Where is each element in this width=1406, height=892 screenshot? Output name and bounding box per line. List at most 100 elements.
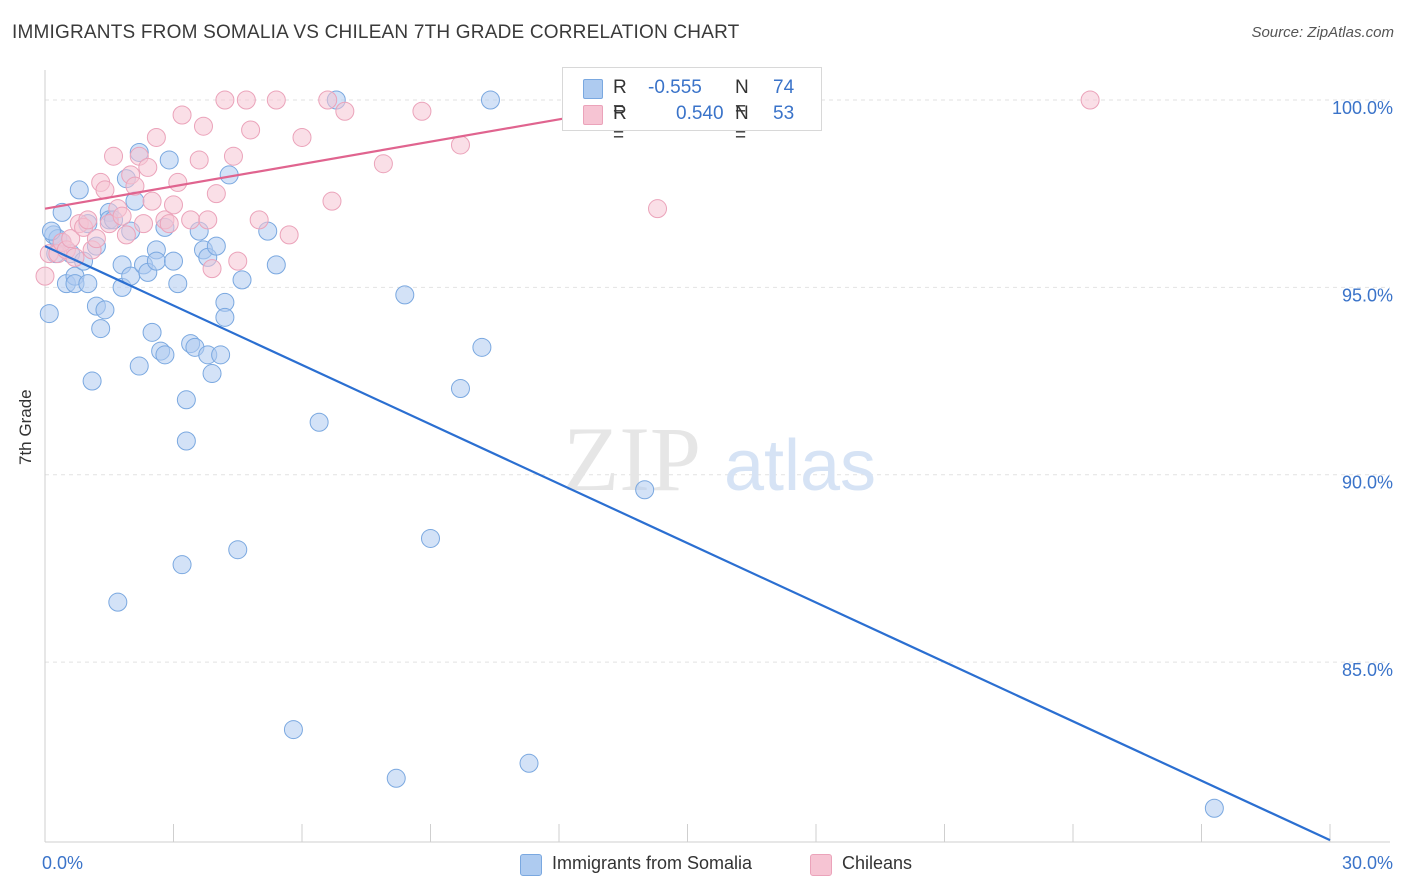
somalia-point-40: [172, 555, 192, 575]
somalia-point-12: [82, 371, 102, 391]
tick-labels: 85.0% 90.0% 95.0% 100.0% 0.0% 30.0%: [42, 98, 1393, 873]
chilean-point-20: [125, 176, 145, 196]
chilean-point-37: [215, 90, 235, 110]
chilean-point-32: [189, 150, 209, 170]
watermark-zip: ZIP: [563, 408, 701, 510]
legend-label-chileans: Chileans: [842, 853, 913, 873]
legend-swatch-somalia: [520, 854, 542, 876]
chilean-point-24: [142, 191, 162, 211]
chilean-point-28: [164, 195, 183, 215]
chilean-point-44: [279, 225, 299, 245]
chilean-point-53: [648, 199, 668, 219]
somalia-point-66: [472, 337, 492, 357]
x-tick-label-0: 0.0%: [42, 853, 83, 873]
somalia-point-31: [142, 322, 162, 342]
somalia-point-49: [202, 364, 222, 384]
somalia-point-68: [519, 753, 539, 773]
chilean-point-15: [104, 146, 124, 166]
chilean-point-29: [168, 172, 188, 192]
watermark-atlas: atlas: [724, 426, 876, 506]
chilean-point-34: [198, 210, 218, 230]
y-tick-label-3: 100.0%: [1332, 98, 1393, 118]
watermark: ZIP atlas: [563, 408, 876, 510]
somalia-point-60: [309, 412, 329, 432]
chilean-point-43: [266, 90, 286, 110]
somalia-point-51: [211, 345, 231, 365]
chilean-point-33: [193, 116, 213, 136]
legend-r-label: R =: [613, 77, 627, 120]
series-chileans-points: [35, 90, 1100, 286]
chilean-point-9: [78, 210, 98, 230]
legend-label-somalia: Immigrants from Somalia: [552, 853, 753, 873]
somalia-point-63: [395, 285, 415, 305]
chilean-point-5: [61, 229, 81, 249]
somalia-point-50: [206, 236, 226, 256]
chilean-point-31: [181, 210, 201, 230]
somalia-point-70: [1204, 798, 1224, 818]
y-tick-label-0: 85.0%: [1342, 660, 1393, 680]
axes: [44, 70, 1390, 843]
somalia-point-20: [108, 592, 128, 612]
stats-legend: R = -0.555 N = 74 R = 0.540 N = 53: [562, 67, 822, 146]
chilean-point-54: [1080, 90, 1100, 110]
trend-line-somalia: [44, 245, 1331, 842]
somalia-point-15: [91, 319, 111, 339]
legend-swatch-blue: [583, 79, 603, 99]
somalia-point-55: [228, 540, 248, 560]
chilean-point-36: [206, 184, 226, 204]
somalia-point-3: [52, 202, 72, 222]
y-tick-label-1: 90.0%: [1342, 473, 1393, 493]
chilean-point-11: [86, 229, 106, 249]
y-tick-label-2: 95.0%: [1342, 285, 1393, 305]
chilean-point-39: [228, 251, 248, 271]
chilean-point-0: [35, 266, 55, 286]
somalia-point-41: [176, 431, 196, 451]
chilean-point-35: [202, 259, 222, 279]
somalia-point-11: [78, 274, 98, 294]
chilean-point-41: [241, 120, 261, 140]
chilean-point-17: [112, 206, 132, 226]
somalia-point-58: [266, 255, 286, 275]
chilean-point-23: [138, 157, 158, 177]
legend-n-label: N =: [735, 103, 749, 146]
somalia-point-59: [283, 720, 303, 740]
somalia-point-62: [386, 768, 406, 788]
legend-n-value-somalia: 74: [773, 77, 795, 98]
somalia-point-56: [232, 270, 252, 290]
somalia-point-33: [146, 251, 166, 271]
y-axis-label: 7th Grade: [16, 389, 35, 465]
legend-r-value-chileans: 0.540: [676, 103, 724, 124]
chilean-point-27: [159, 214, 179, 234]
somalia-point-69: [635, 480, 655, 500]
chilean-point-30: [172, 105, 192, 125]
chilean-point-18: [116, 225, 136, 245]
legend-swatch-chileans: [810, 854, 832, 876]
legend-r-label: R =: [613, 103, 627, 146]
chilean-point-22: [134, 214, 154, 234]
grid: [45, 99, 1390, 663]
somalia-point-9: [69, 180, 89, 200]
somalia-point-39: [168, 274, 188, 294]
somalia-point-64: [421, 528, 440, 548]
chilean-point-48: [335, 101, 355, 121]
chilean-point-46: [318, 90, 338, 110]
legend-swatch-pink: [583, 105, 603, 125]
somalia-point-65: [450, 379, 470, 399]
legend-r-value-somalia: -0.555: [648, 77, 702, 98]
chilean-point-47: [322, 191, 342, 211]
chilean-point-38: [223, 146, 243, 166]
legend-n-value-chileans: 53: [773, 103, 795, 124]
somalia-point-42: [176, 390, 196, 410]
chilean-point-40: [236, 90, 256, 110]
somalia-point-16: [95, 300, 115, 320]
somalia-point-53: [215, 307, 235, 327]
chilean-point-25: [146, 127, 166, 147]
chilean-point-50: [412, 101, 432, 121]
source-label: Source: ZipAtlas.com: [1251, 24, 1394, 41]
x-tick-label-1: 30.0%: [1342, 853, 1393, 873]
somalia-point-37: [159, 150, 179, 170]
legend-n-label: N =: [735, 77, 749, 120]
chart-title: IMMIGRANTS FROM SOMALIA VS CHILEAN 7TH G…: [12, 22, 740, 43]
somalia-point-0: [39, 304, 59, 324]
